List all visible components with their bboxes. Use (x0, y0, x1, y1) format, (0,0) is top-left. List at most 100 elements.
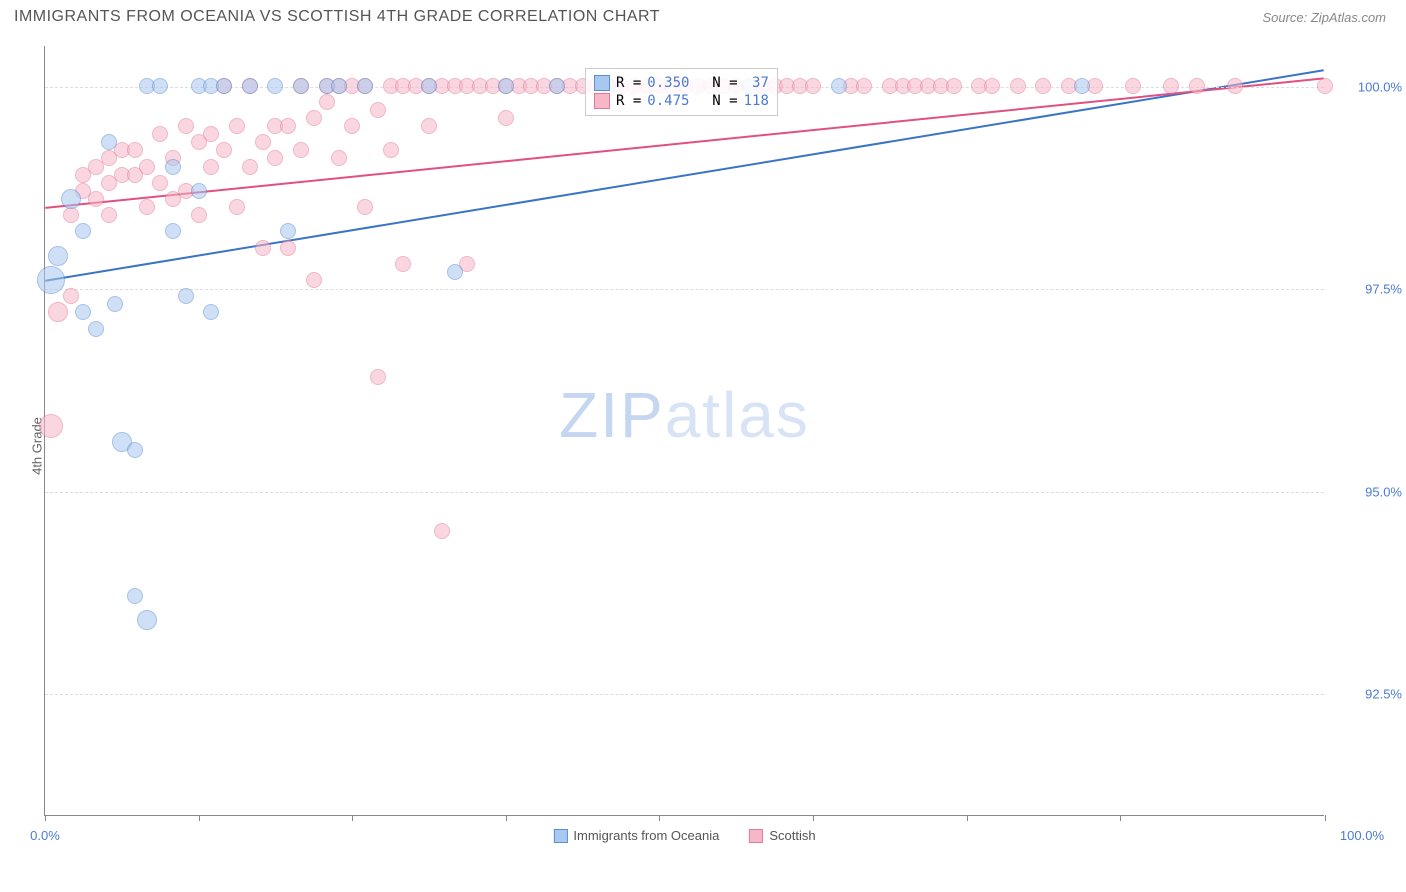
stat-n-label: N = (695, 93, 737, 109)
scatter-point (293, 142, 309, 158)
scatter-point (63, 207, 79, 223)
series-legend-item: Immigrants from Oceania (553, 828, 719, 843)
scatter-point (63, 288, 79, 304)
scatter-point (984, 78, 1000, 94)
gridline-horizontal (45, 694, 1324, 695)
x-tick (506, 815, 507, 821)
scatter-point (1010, 78, 1026, 94)
gridline-horizontal (45, 289, 1324, 290)
stat-r-value: 0.350 (647, 75, 689, 91)
scatter-point (1317, 78, 1333, 94)
stat-r-label: R = (616, 93, 641, 109)
chart-title: IMMIGRANTS FROM OCEANIA VS SCOTTISH 4TH … (14, 8, 660, 26)
stat-r-value: 0.475 (647, 93, 689, 109)
gridline-horizontal (45, 492, 1324, 493)
scatter-point (137, 610, 157, 630)
series-legend-label: Scottish (769, 828, 815, 843)
scatter-point (127, 142, 143, 158)
x-tick (967, 815, 968, 821)
scatter-point (88, 321, 104, 337)
scatter-point (242, 159, 258, 175)
scatter-point (39, 414, 63, 438)
stats-legend-box: R = 0.350 N = 37R = 0.475 N = 118 (585, 68, 778, 116)
scatter-point (203, 159, 219, 175)
scatter-point (1227, 78, 1243, 94)
scatter-point (831, 78, 847, 94)
scatter-point (178, 288, 194, 304)
scatter-point (203, 126, 219, 142)
scatter-point (344, 118, 360, 134)
scatter-point (127, 442, 143, 458)
stat-n-label: N = (695, 75, 737, 91)
scatter-point (280, 240, 296, 256)
scatter-point (101, 207, 117, 223)
scatter-point (229, 118, 245, 134)
trend-lines (45, 46, 1324, 815)
y-tick-label: 97.5% (1332, 282, 1402, 297)
scatter-point (447, 264, 463, 280)
scatter-point (152, 78, 168, 94)
x-tick (352, 815, 353, 821)
legend-swatch (553, 829, 567, 843)
scatter-point (152, 126, 168, 142)
scatter-point (229, 199, 245, 215)
series-legend: Immigrants from Oceania Scottish (553, 828, 815, 843)
scatter-point (267, 150, 283, 166)
watermark-bold: ZIP (559, 379, 665, 451)
scatter-point (75, 223, 91, 239)
scatter-point (48, 302, 68, 322)
scatter-point (152, 175, 168, 191)
x-tick (659, 815, 660, 821)
scatter-point (370, 369, 386, 385)
scatter-point (255, 240, 271, 256)
scatter-point (37, 266, 65, 294)
scatter-point (48, 246, 68, 266)
scatter-point (267, 78, 283, 94)
scatter-point (306, 272, 322, 288)
watermark-light: atlas (665, 379, 810, 451)
x-tick (1120, 815, 1121, 821)
scatter-point (498, 110, 514, 126)
source-attribution: Source: ZipAtlas.com (1262, 10, 1386, 25)
stats-legend-row: R = 0.350 N = 37 (594, 75, 769, 91)
scatter-point (1074, 78, 1090, 94)
series-legend-item: Scottish (749, 828, 815, 843)
scatter-point (165, 223, 181, 239)
scatter-point (805, 78, 821, 94)
x-tick-label-last: 100.0% (1340, 828, 1384, 843)
watermark: ZIPatlas (559, 378, 810, 452)
scatter-point (88, 191, 104, 207)
scatter-point (139, 159, 155, 175)
scatter-point (370, 102, 386, 118)
scatter-point (255, 134, 271, 150)
y-tick-label: 95.0% (1332, 484, 1402, 499)
scatter-point (165, 159, 181, 175)
scatter-point (319, 94, 335, 110)
scatter-point (242, 78, 258, 94)
series-legend-label: Immigrants from Oceania (573, 828, 719, 843)
scatter-point (203, 304, 219, 320)
stat-n-value: 37 (744, 75, 769, 91)
scatter-chart: ZIPatlas 92.5%95.0%97.5%100.0%0.0%100.0%… (44, 46, 1324, 816)
scatter-point (856, 78, 872, 94)
scatter-point (331, 78, 347, 94)
scatter-point (549, 78, 565, 94)
scatter-point (1189, 78, 1205, 94)
scatter-point (127, 588, 143, 604)
scatter-point (191, 207, 207, 223)
y-tick-label: 100.0% (1332, 79, 1402, 94)
x-tick-label-first: 0.0% (30, 828, 60, 843)
scatter-point (61, 189, 81, 209)
legend-swatch (594, 93, 610, 109)
scatter-point (139, 199, 155, 215)
chart-header: IMMIGRANTS FROM OCEANIA VS SCOTTISH 4TH … (0, 0, 1406, 30)
scatter-point (101, 134, 117, 150)
x-tick (813, 815, 814, 821)
x-tick (1325, 815, 1326, 821)
y-tick-label: 92.5% (1332, 687, 1402, 702)
scatter-point (395, 256, 411, 272)
scatter-point (280, 118, 296, 134)
scatter-point (383, 142, 399, 158)
scatter-point (191, 183, 207, 199)
stat-r-label: R = (616, 75, 641, 91)
